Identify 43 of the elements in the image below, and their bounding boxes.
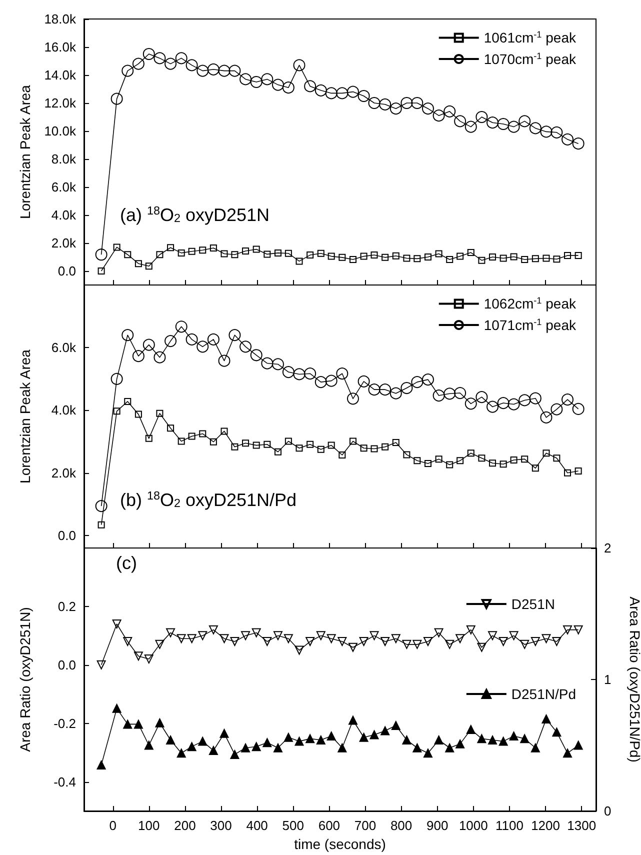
y-tick-label: 14.0k xyxy=(44,68,76,82)
x-tick-label: 100 xyxy=(138,818,160,833)
legend-label: D251N/Pd xyxy=(511,686,576,702)
y-tick-label: 0.0 xyxy=(58,264,76,278)
legend-label: D251N xyxy=(511,596,555,612)
y-axis-title: Lorentzian Peak Area xyxy=(17,349,33,484)
x-tick-label: 900 xyxy=(426,818,448,833)
y-tick-label: 6.0k xyxy=(51,340,76,356)
x-tick-label: 1100 xyxy=(495,818,524,833)
x-tick-label: 1300 xyxy=(567,818,596,833)
y-axis-title: Lorentzian Peak Area xyxy=(17,84,33,219)
y-tick-label: 16.0k xyxy=(44,40,76,54)
y-tick-label: 18.0k xyxy=(44,12,76,26)
x-tick-label: 200 xyxy=(174,818,196,833)
y-tick-label: -0.4 xyxy=(54,774,76,790)
y-tick-label: 2.0k xyxy=(51,465,76,480)
y-tick-label: 0.0 xyxy=(58,528,76,543)
x-tick-label: 1000 xyxy=(458,818,488,833)
x-axis-title: time (seconds) xyxy=(294,836,386,852)
y-tick-label: 4.0k xyxy=(51,208,76,222)
y-tick-label: 0.0 xyxy=(58,657,76,672)
y-tick-label: 2.0k xyxy=(51,236,76,250)
x-tick-label: 0 xyxy=(109,818,116,833)
y2-axis-title: Area Ratio (oxyD251N/Pd) xyxy=(627,596,641,762)
y2-tick-label: 1 xyxy=(604,672,612,687)
y-tick-label: 6.0k xyxy=(51,180,76,194)
y-tick-label: 8.0k xyxy=(51,152,76,166)
y-axis-title: Area Ratio (oxyD251N) xyxy=(17,607,33,752)
y-tick-label: -0.2 xyxy=(54,716,76,731)
x-tick-label: 700 xyxy=(354,818,376,833)
x-tick-label: 500 xyxy=(282,818,304,833)
x-tick-label: 800 xyxy=(390,818,412,833)
y2-tick-label: 0 xyxy=(604,804,612,818)
x-tick-label: 300 xyxy=(210,818,232,833)
y2-tick-label: 2 xyxy=(604,540,612,556)
y-tick-label: 4.0k xyxy=(51,402,76,418)
y-tick-label: 12.0k xyxy=(44,96,76,110)
y-tick-label: 0.2 xyxy=(58,598,76,614)
x-tick-label: 600 xyxy=(318,818,340,833)
annotation: (c) xyxy=(116,553,137,573)
y-tick-label: 10.0k xyxy=(44,124,76,138)
x-tick-label: 1200 xyxy=(531,818,560,833)
x-tick-label: 400 xyxy=(246,818,268,833)
